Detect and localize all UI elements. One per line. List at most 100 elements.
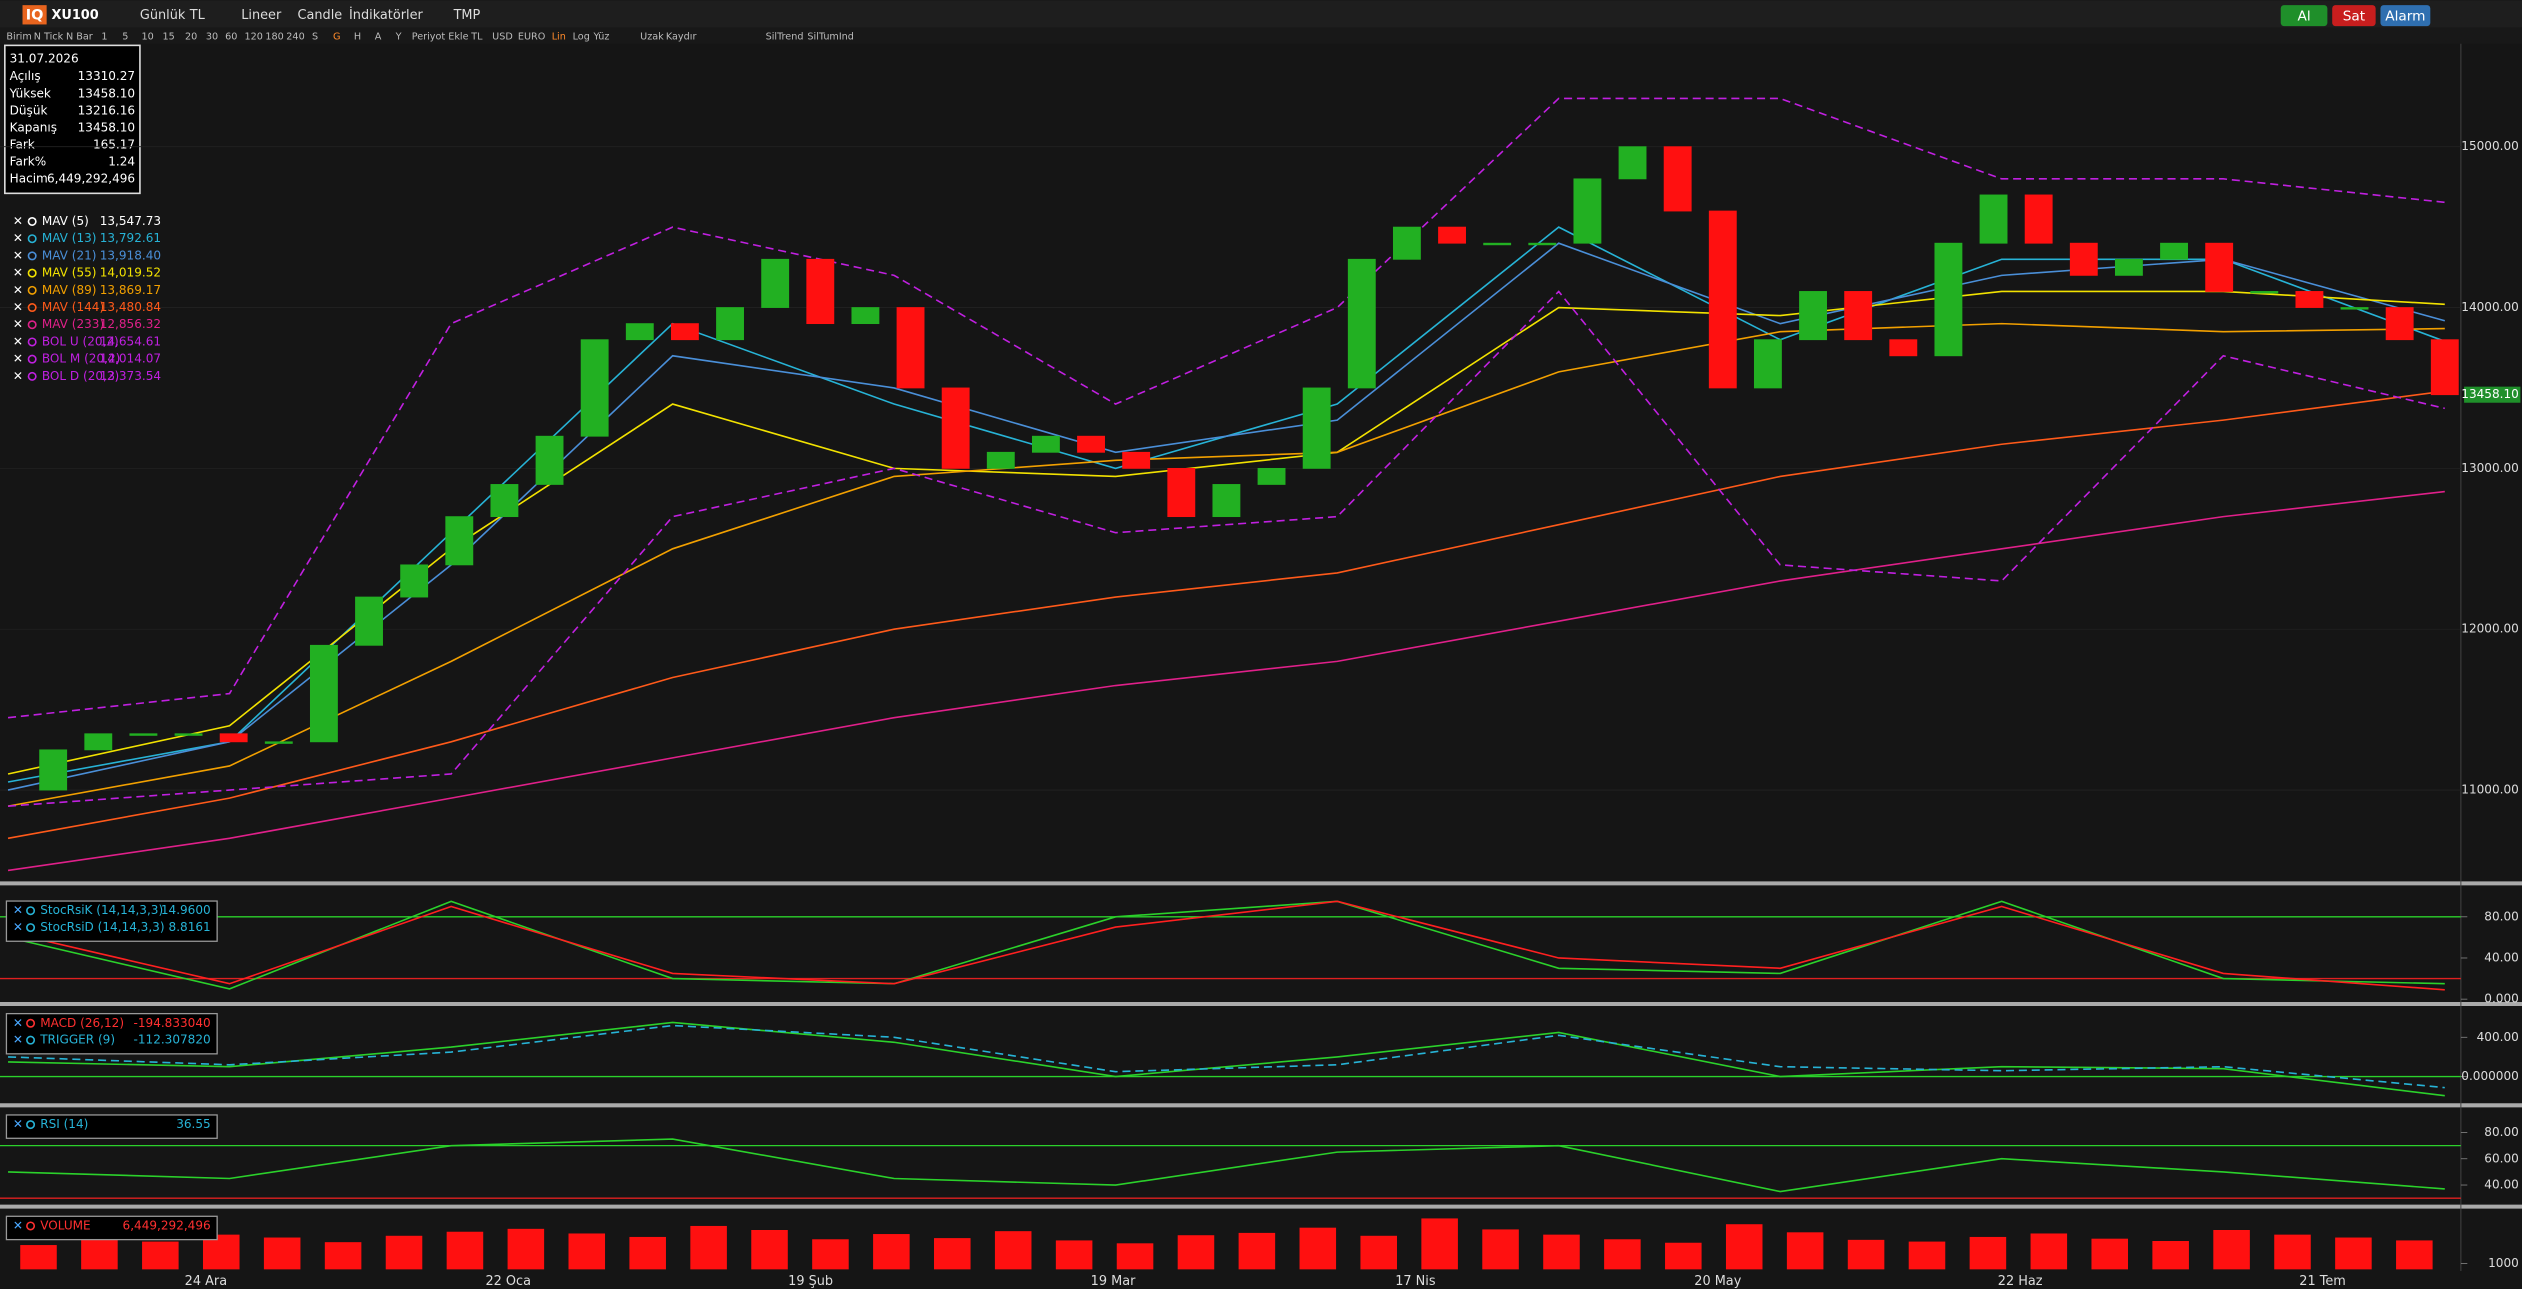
symbol[interactable]: XU100: [51, 8, 98, 23]
candle: [1212, 484, 1241, 518]
toolbar2-item[interactable]: 60: [225, 32, 237, 43]
legend-name: BOL M (20,2): [42, 352, 121, 366]
button-label[interactable]: Al: [2297, 8, 2310, 24]
tick-label: 40.00: [2484, 1178, 2519, 1192]
date-label: 24 Ara: [185, 1274, 227, 1289]
toolbar2-item[interactable]: Uzak: [640, 32, 664, 43]
tick-label: 40.00: [2484, 950, 2519, 964]
info-value: 13310.27: [78, 69, 135, 83]
toolbar2-item[interactable]: Periyot Ekle: [412, 32, 469, 43]
info-box: [4, 44, 141, 195]
toolbar2-item[interactable]: G: [333, 32, 340, 43]
legend-value: 12,856.32: [100, 317, 161, 331]
indicator-line: [7, 490, 2445, 872]
toolbar2-item[interactable]: N Bar: [66, 32, 93, 43]
volume-bar: [1116, 1243, 1154, 1270]
panel-legend-name: StocRsiK (14,14,3,3): [40, 903, 163, 917]
legend-value: 13,373.54: [100, 369, 161, 383]
toolbar2-item[interactable]: TL: [470, 32, 483, 43]
legend-value: 14,019.52: [100, 266, 161, 280]
panel-legend-name: TRIGGER (9): [39, 1033, 115, 1047]
toolbar-2: [0, 27, 2522, 44]
toolbar2-item[interactable]: Kaydır: [666, 32, 697, 43]
candle: [1483, 242, 1512, 246]
toolbar-item[interactable]: İndikatörler: [349, 7, 423, 23]
toolbar2-item[interactable]: 1: [101, 32, 107, 43]
toolbar2-item[interactable]: S: [312, 32, 318, 43]
candle: [1663, 146, 1692, 212]
candle: [1302, 387, 1331, 469]
volume-bar: [324, 1242, 362, 1270]
toolbar2-item[interactable]: Birim: [6, 32, 31, 43]
volume-bar: [385, 1235, 423, 1270]
price-tick-label: 12000.00: [2461, 622, 2518, 636]
toolbar-item[interactable]: Lineer: [241, 8, 282, 23]
candle: [1573, 178, 1602, 244]
candle: [445, 516, 474, 566]
info-value: 1.24: [108, 154, 135, 168]
toolbar2-item[interactable]: EURO: [518, 32, 546, 43]
toolbar2-item[interactable]: Y: [395, 32, 402, 43]
indicator-line: [7, 900, 2445, 990]
legend-x: ✕: [13, 317, 23, 331]
legend-value: 13,869.17: [100, 283, 161, 297]
toolbar2-item[interactable]: 240: [286, 32, 304, 43]
button[interactable]: [2280, 5, 2328, 27]
button-label[interactable]: Alarm: [2385, 8, 2425, 24]
legend-x: ✕: [13, 334, 23, 348]
legend-x: ✕: [13, 903, 23, 917]
volume-bar: [690, 1225, 727, 1270]
toolbar2-item[interactable]: Yüz: [593, 32, 610, 43]
last-price-box: [2464, 386, 2521, 403]
toolbar2-item[interactable]: 20: [185, 32, 197, 43]
info-label: Fark%: [10, 154, 47, 168]
legend-name: MAV (5): [42, 214, 89, 228]
volume-bar: [2091, 1238, 2129, 1270]
toolbar2-item[interactable]: A: [375, 32, 382, 43]
toolbar2-item[interactable]: 30: [206, 32, 218, 43]
info-label: Hacim: [10, 172, 48, 186]
legend-dot: [26, 906, 36, 916]
volume-bar: [2335, 1237, 2372, 1270]
toolbar-item[interactable]: Günlük: [140, 8, 186, 23]
volume-bar: [1786, 1232, 1824, 1270]
candle: [1753, 339, 1782, 389]
info-date: 31.07.2026: [10, 52, 79, 66]
volume-bar: [1908, 1241, 1946, 1270]
toolbar2-item[interactable]: 120: [244, 32, 262, 43]
candle: [1122, 451, 1151, 469]
legend-dot: [27, 303, 37, 313]
candle: [2069, 242, 2098, 276]
toolbar2-item[interactable]: SilTumInd: [807, 32, 853, 43]
toolbar2-item[interactable]: Log: [573, 32, 590, 43]
panel-legend-name: VOLUME: [40, 1218, 90, 1232]
date-label: 21 Tem: [2299, 1274, 2346, 1289]
date-label: 17 Nis: [1395, 1274, 1436, 1289]
info-value: 165.17: [93, 137, 135, 151]
button-label[interactable]: Sat: [2343, 8, 2366, 24]
panel-legend-value: 14.9600: [161, 903, 211, 917]
toolbar-item[interactable]: TL: [189, 8, 206, 23]
toolbar2-item[interactable]: N Tick: [34, 32, 64, 43]
candle: [1618, 146, 1647, 180]
legend-dot: [26, 1035, 36, 1045]
toolbar-item[interactable]: Candle: [298, 8, 343, 23]
toolbar2-item[interactable]: 10: [142, 32, 154, 43]
toolbar2-item[interactable]: USD: [492, 32, 513, 43]
toolbar2-item[interactable]: H: [354, 32, 361, 43]
legend-dot: [27, 337, 37, 347]
toolbar2-item[interactable]: 15: [162, 32, 174, 43]
toolbar2-item[interactable]: 5: [122, 32, 128, 43]
volume-bar: [751, 1229, 788, 1270]
volume-bar: [81, 1239, 118, 1270]
toolbar2-item[interactable]: SilTrend: [766, 32, 804, 43]
volume-bar: [1238, 1232, 1276, 1270]
toolbar2-item[interactable]: 180: [265, 32, 283, 43]
toolbar2-item[interactable]: Lin: [552, 32, 566, 43]
candle: [1257, 467, 1286, 485]
price-tick-label: 13000.00: [2461, 461, 2518, 475]
button[interactable]: [2380, 5, 2431, 27]
info-value: 13458.10: [78, 86, 135, 100]
button[interactable]: [2332, 5, 2376, 27]
toolbar-item[interactable]: TMP: [453, 8, 481, 23]
